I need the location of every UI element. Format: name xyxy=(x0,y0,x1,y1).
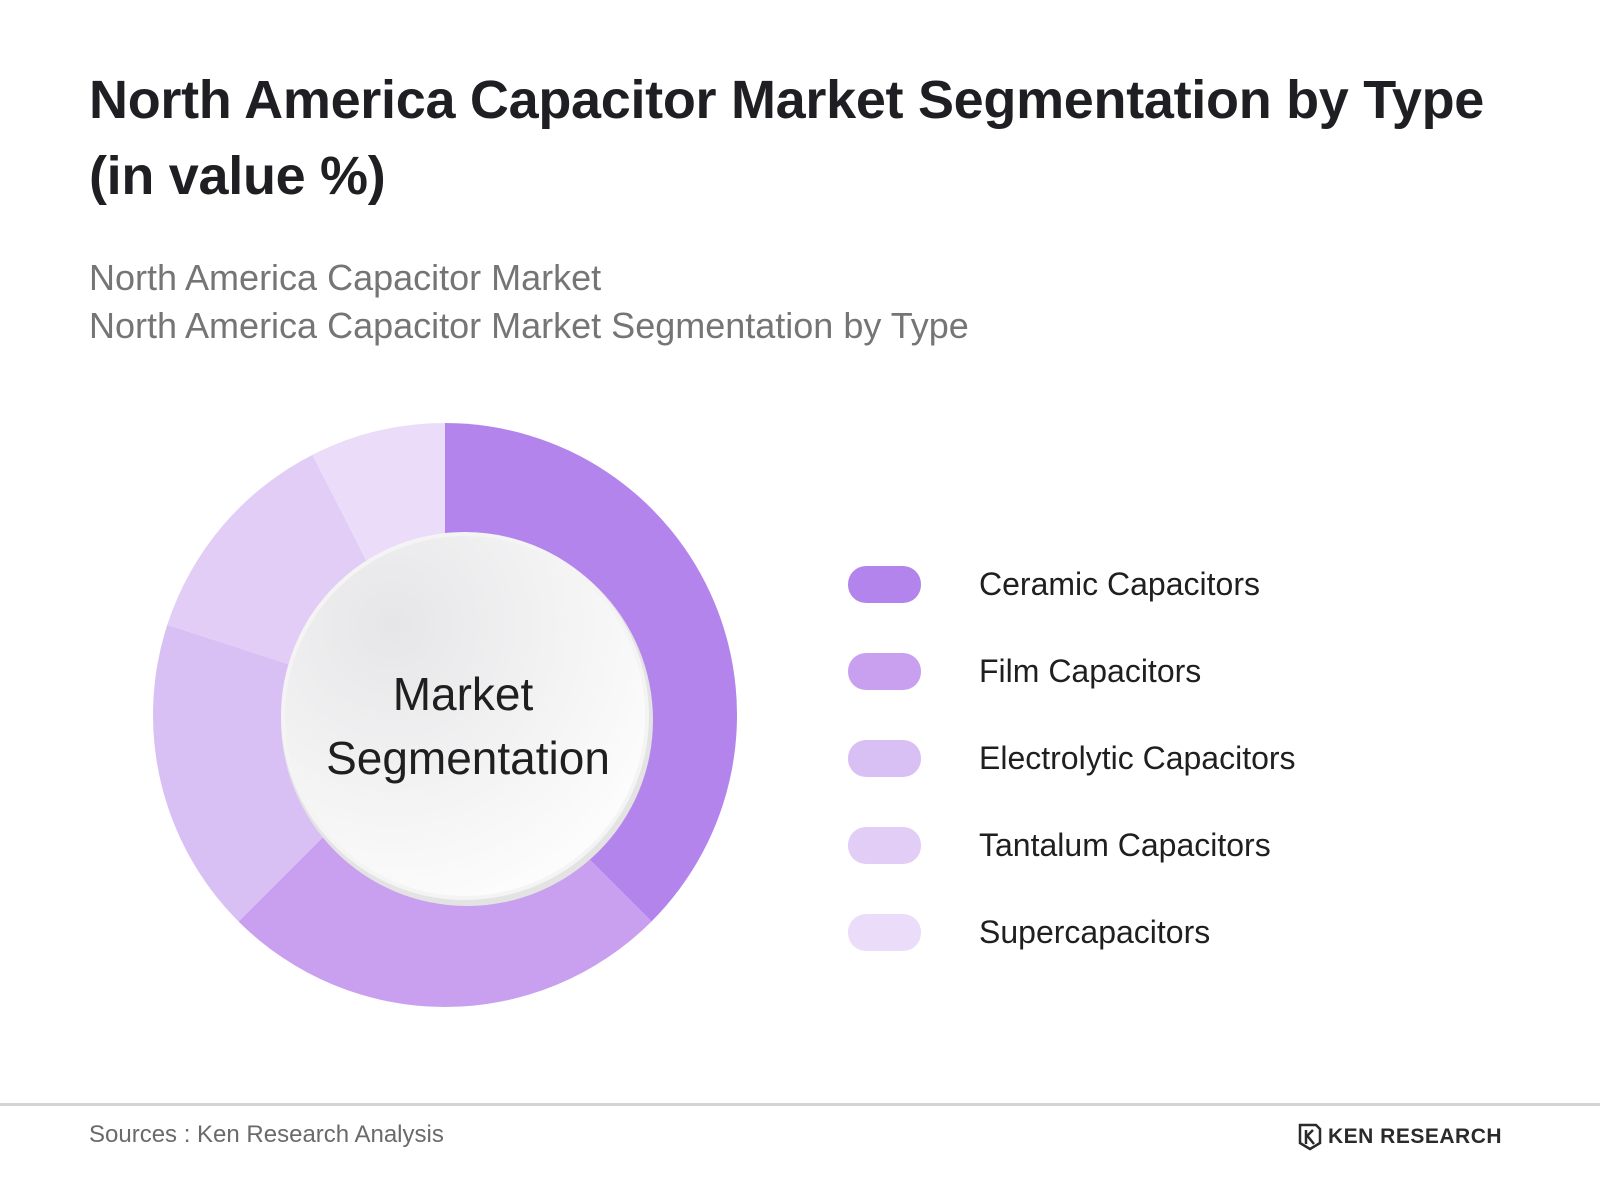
legend-swatch-ceramic xyxy=(848,566,921,603)
donut-center xyxy=(281,532,649,900)
legend-swatch-tantalum xyxy=(848,827,921,864)
legend-label-film: Film Capacitors xyxy=(979,653,1202,689)
footer-divider xyxy=(0,1103,1600,1106)
legend-swatch-supercap xyxy=(848,914,921,951)
legend-swatch-electrolytic xyxy=(848,740,921,777)
ken-research-logo-icon xyxy=(1298,1123,1322,1151)
brand-name: KEN RESEARCH xyxy=(1328,1125,1503,1148)
center-label-line-1: Market xyxy=(393,668,534,720)
legend-label-ceramic: Ceramic Capacitors xyxy=(979,566,1260,602)
legend-label-supercap: Supercapacitors xyxy=(979,914,1211,950)
source-note: Sources : Ken Research Analysis xyxy=(89,1121,444,1148)
chart-title: North America Capacitor Market Segmentat… xyxy=(89,70,1485,206)
subtitle-line-2: North America Capacitor Market Segmentat… xyxy=(89,305,969,346)
legend-label-tantalum: Tantalum Capacitors xyxy=(979,827,1271,863)
legend-swatch-film xyxy=(848,653,921,690)
subtitle-block: North America Capacitor Market North Ame… xyxy=(89,254,969,350)
legend-label-electrolytic: Electrolytic Capacitors xyxy=(979,740,1296,776)
brand-logo: KEN RESEARCH xyxy=(1298,1122,1502,1152)
center-label-line-2: Segmentation xyxy=(326,732,610,784)
subtitle-line-1: North America Capacitor Market xyxy=(89,257,602,298)
